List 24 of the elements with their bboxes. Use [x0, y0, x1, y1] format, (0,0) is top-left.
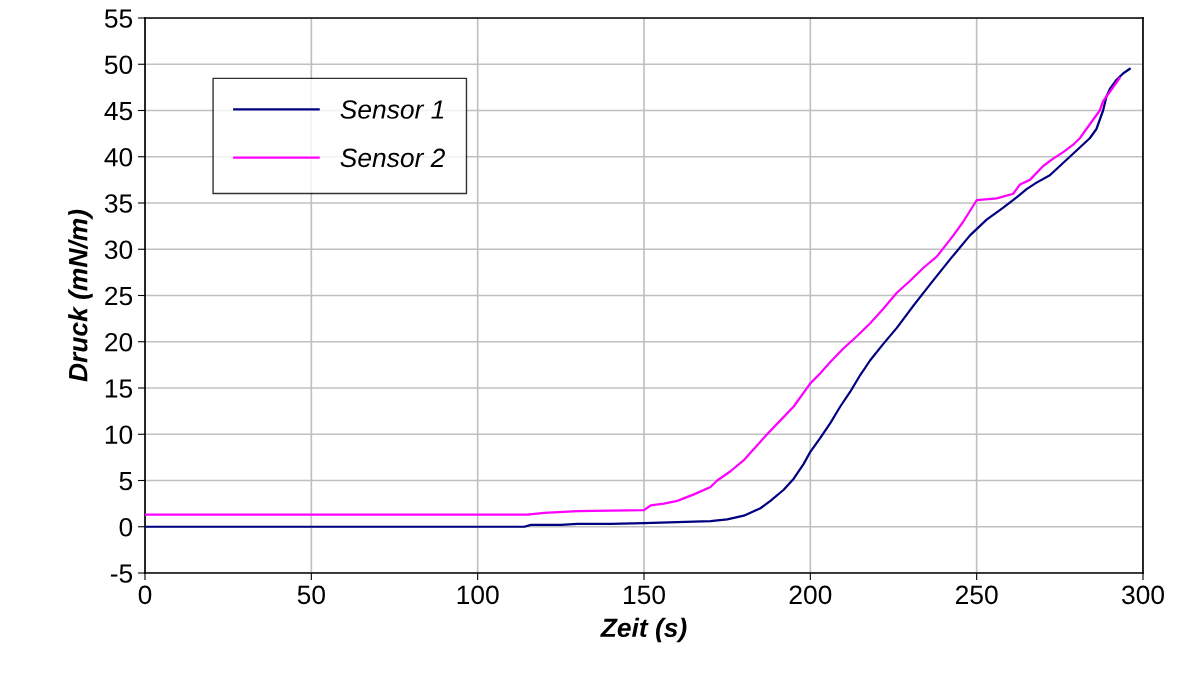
y-tick-label: 55: [104, 9, 133, 28]
y-tick-label: 40: [104, 147, 133, 167]
x-tick-label: 150: [624, 585, 665, 605]
y-tick-label: 15: [105, 379, 133, 398]
x-tick-label: 0: [138, 585, 152, 605]
x-tick-label: 200: [789, 585, 832, 605]
y-tick-label: 50: [104, 55, 133, 75]
x-axis-title: Zeit (s): [600, 617, 687, 643]
y-tick-label: 20: [105, 332, 133, 352]
x-tick-label: 50: [297, 585, 325, 605]
x-tick-label: 300: [1121, 585, 1164, 605]
legend-label: Sensor 1: [340, 100, 444, 119]
y-axis-title: Druck (mN/m): [68, 209, 93, 382]
y-tick-label: 45: [104, 101, 133, 121]
y-tick-label: 0: [119, 517, 133, 537]
y-tick-label: 35: [104, 194, 133, 213]
x-tick-label: 100: [457, 585, 499, 605]
x-tick-label: 250: [955, 585, 998, 605]
y-tick-label: 10: [105, 425, 133, 445]
y-tick-label: 5: [119, 471, 133, 491]
legend-label: Sensor 2: [340, 148, 445, 168]
y-tick-label: -5: [110, 564, 133, 583]
y-tick-label: 25: [105, 286, 133, 306]
y-tick-label: 30: [104, 240, 133, 260]
